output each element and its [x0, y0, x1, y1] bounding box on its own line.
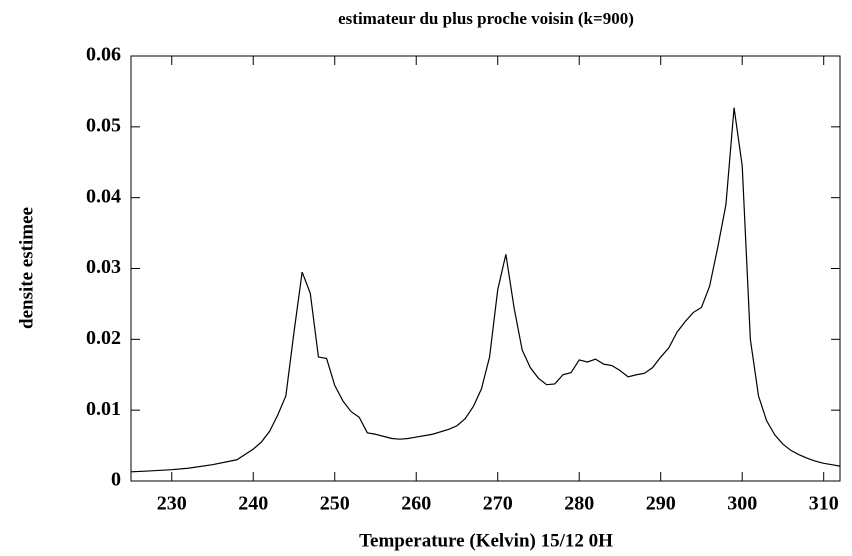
x-tick-label: 310	[809, 493, 839, 515]
data-line	[130, 107, 841, 473]
y-tick-label: 0.02	[86, 327, 121, 349]
x-tick-label: 300	[727, 493, 757, 515]
y-tick-label: 0	[111, 469, 121, 491]
x-tick-label: 230	[157, 493, 187, 515]
chart-title: estimateur du plus proche voisin (k=900)	[338, 9, 634, 28]
x-tick-label: 290	[646, 493, 676, 515]
y-tick-label: 0.01	[86, 398, 121, 420]
y-tick-label: 0.03	[86, 256, 121, 278]
y-tick-label: 0.06	[86, 44, 121, 66]
x-tick-label: 270	[483, 493, 513, 515]
y-tick-label: 0.05	[86, 114, 121, 136]
y-tick-label: 0.04	[86, 185, 121, 207]
x-tick-label: 260	[401, 493, 431, 515]
x-axis-label: Temperature (Kelvin) 15/12 0H	[359, 530, 613, 551]
x-tick-label: 250	[320, 493, 350, 515]
x-tick-label: 240	[238, 493, 268, 515]
y-axis-label: densite estimee	[16, 207, 37, 329]
x-tick-label: 280	[564, 493, 594, 515]
